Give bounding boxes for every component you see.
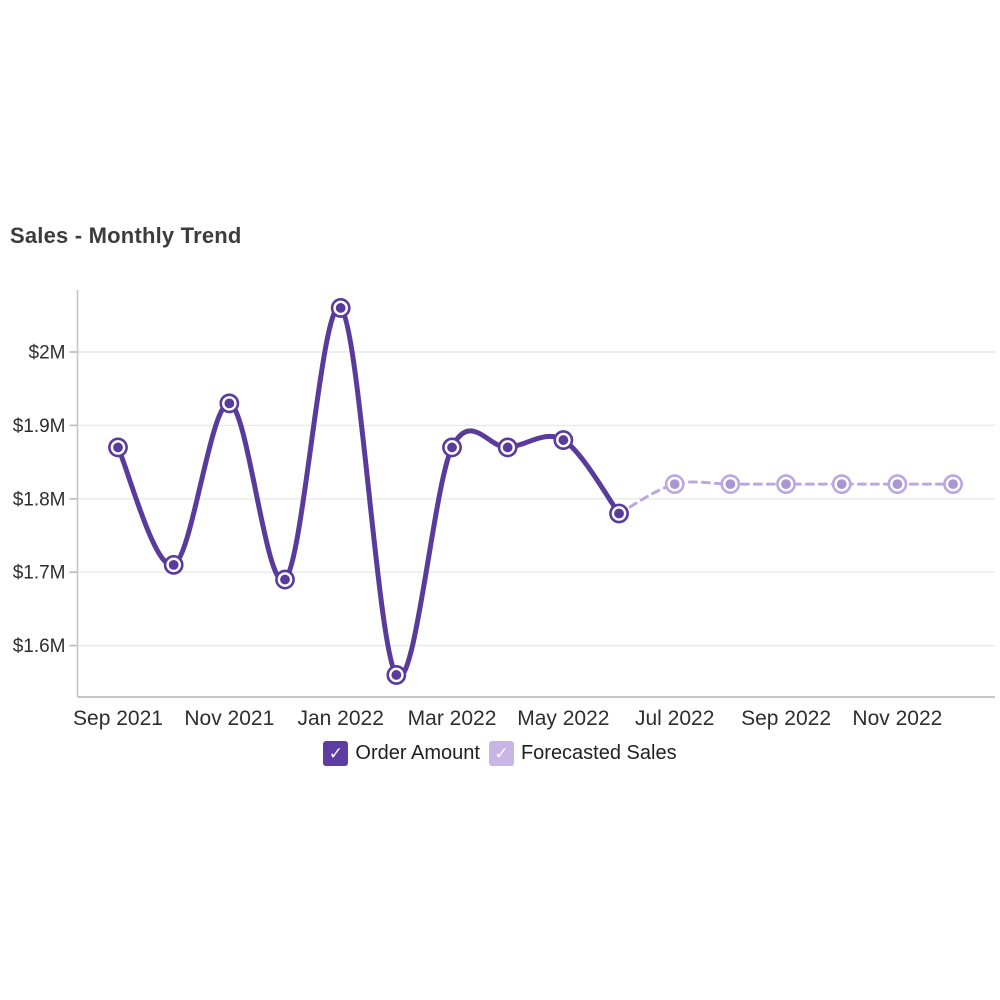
y-axis-label: $2M [29, 343, 66, 364]
order-amount-line [115, 305, 622, 680]
order-amount-point-jun-2022[interactable] [609, 503, 629, 524]
marker-core [614, 508, 624, 519]
y-axis-label: $1.8M [13, 489, 66, 510]
marker-core [113, 442, 123, 453]
marker-core [224, 398, 235, 409]
order-amount-point-feb-2022[interactable] [386, 665, 407, 685]
marker-core [168, 559, 179, 570]
order-amount-point-mar-2022[interactable] [442, 437, 462, 458]
forecast-point-jul-2022[interactable] [664, 474, 685, 495]
y-axis-label: $1.7M [13, 563, 66, 584]
order-amount-checkbox[interactable]: ✓ [323, 741, 349, 766]
order-amount-point-nov-2021[interactable] [219, 393, 240, 414]
marker-core [725, 479, 736, 490]
forecast-point-sep-2022[interactable] [776, 474, 796, 495]
legend-label-order-amount: Order Amount [355, 742, 480, 764]
x-axis-label: May 2022 [517, 707, 609, 730]
marker-core [892, 479, 903, 490]
order-amount-point-apr-2022[interactable] [497, 437, 518, 458]
axis-labels: $2M $1.9M $1.8M $1.7M $1.6M Sep 2021 Nov 2021 J… [13, 343, 943, 731]
legend-item-forecasted-sales[interactable]: ✓ Forecasted Sales [488, 741, 677, 766]
marker-core [335, 303, 346, 313]
x-axis-label: Nov 2022 [852, 707, 942, 730]
forecasted-sales-checkbox[interactable]: ✓ [488, 741, 514, 766]
forecast-point-oct-2022[interactable] [831, 474, 852, 495]
forecast-point-dec-2022[interactable] [943, 474, 963, 495]
axes [69, 290, 995, 698]
marker-core [948, 479, 958, 490]
data-point-markers [108, 298, 963, 685]
forecast-point-aug-2022[interactable] [720, 474, 741, 495]
legend-label-forecasted-sales: Forecasted Sales [520, 742, 677, 764]
marker-core [836, 479, 847, 490]
marker-core [280, 574, 290, 585]
marker-core [391, 670, 402, 680]
order-amount-point-jan-2022[interactable] [330, 298, 351, 318]
chart-title: Sales - Monthly Trend [10, 223, 242, 248]
marker-core [447, 442, 457, 453]
marker-core [558, 435, 569, 445]
marker-core [781, 479, 791, 490]
order-amount-point-oct-2021[interactable] [163, 554, 184, 575]
y-axis-label: $1.6M [13, 636, 66, 657]
x-axis-label: Jul 2022 [635, 707, 714, 730]
marker-core [502, 442, 513, 453]
order-amount-point-dec-2021[interactable] [275, 569, 295, 590]
legend-item-order-amount[interactable]: ✓ Order Amount [323, 741, 480, 766]
x-axis-label: Jan 2022 [297, 707, 383, 730]
order-amount-point-may-2022[interactable] [553, 430, 574, 450]
x-axis-label: Sep 2021 [73, 707, 163, 730]
forecast-point-nov-2022[interactable] [887, 474, 908, 495]
x-axis-label: Nov 2021 [184, 707, 274, 730]
x-axis-label: Sep 2022 [741, 707, 831, 730]
y-axis-label: $1.9M [13, 416, 66, 437]
order-amount-point-sep-2021[interactable] [108, 437, 128, 458]
x-axis-label: Mar 2022 [408, 707, 497, 730]
marker-core [669, 479, 680, 490]
gridlines [77, 351, 995, 647]
series-lines [115, 305, 955, 680]
chart-legend: ✓ Order Amount ✓ Forecasted Sales [0, 741, 1000, 766]
